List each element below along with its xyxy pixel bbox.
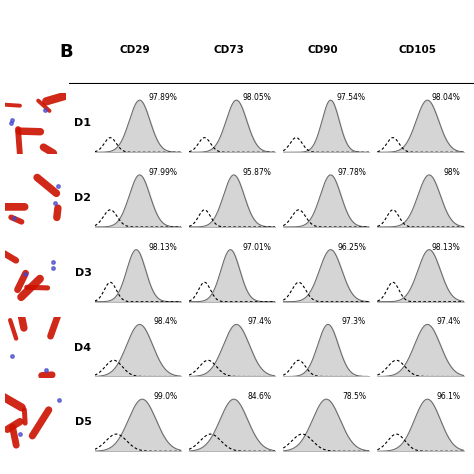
Text: CD90: CD90 [308, 45, 338, 55]
Text: CD105: CD105 [399, 45, 437, 55]
Text: D5: D5 [74, 418, 91, 428]
Text: 97.3%: 97.3% [342, 318, 366, 327]
Text: 98.04%: 98.04% [431, 93, 460, 102]
Text: CD29: CD29 [119, 45, 150, 55]
Text: 97.4%: 97.4% [247, 318, 272, 327]
Text: 98%: 98% [443, 168, 460, 177]
Text: 98.13%: 98.13% [149, 243, 177, 252]
Text: 97.99%: 97.99% [148, 168, 177, 177]
Text: D2: D2 [74, 193, 91, 203]
Text: 95.87%: 95.87% [243, 168, 272, 177]
Text: 97.78%: 97.78% [337, 168, 366, 177]
Text: 97.01%: 97.01% [243, 243, 272, 252]
Text: 84.6%: 84.6% [248, 392, 272, 401]
Text: CD73: CD73 [214, 45, 245, 55]
Text: 98.13%: 98.13% [431, 243, 460, 252]
Text: 97.54%: 97.54% [337, 93, 366, 102]
Text: 99.0%: 99.0% [154, 392, 177, 401]
Text: D4: D4 [74, 343, 91, 353]
Text: 96.1%: 96.1% [436, 392, 460, 401]
Text: 78.5%: 78.5% [342, 392, 366, 401]
Text: 96.25%: 96.25% [337, 243, 366, 252]
Text: 98.4%: 98.4% [154, 318, 177, 327]
Text: B: B [59, 43, 73, 61]
Text: 98.05%: 98.05% [243, 93, 272, 102]
Text: 97.89%: 97.89% [149, 93, 177, 102]
Text: D3: D3 [74, 268, 91, 278]
Text: D1: D1 [74, 118, 91, 128]
Text: 97.4%: 97.4% [436, 318, 460, 327]
